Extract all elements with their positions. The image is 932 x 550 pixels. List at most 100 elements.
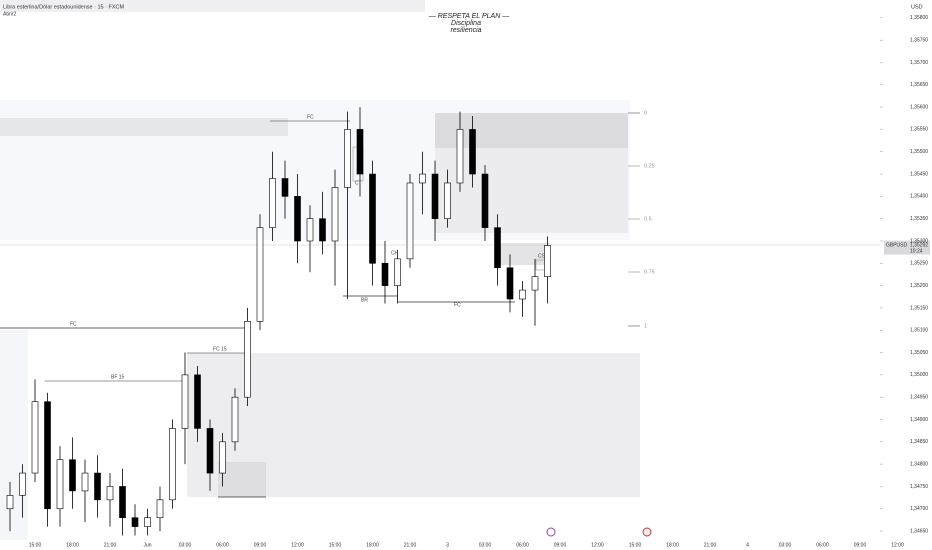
symbol: GBPUSD: [886, 242, 908, 248]
x-tick-label: 09:00: [854, 542, 867, 548]
x-tick-label: 18:00: [66, 542, 79, 548]
annotation: FC: [307, 114, 314, 120]
candle-body: [194, 374, 201, 429]
x-tick-label: 18:00: [366, 542, 379, 548]
y-tick-label: 1,34900: [910, 417, 928, 423]
event-icon[interactable]: [546, 527, 556, 537]
x-tick-label: 09:00: [554, 542, 567, 548]
fib-label: 0.75: [644, 269, 655, 275]
y-tick-label: 1,34850: [910, 439, 928, 445]
fib-label: 0: [644, 110, 647, 116]
candle-body: [106, 486, 114, 501]
x-tick-label: 06:00: [516, 542, 529, 548]
fib-label: 1: [644, 323, 647, 329]
candle-body: [256, 227, 264, 322]
fib-label: 0.25: [644, 163, 655, 169]
annotation: CH: [391, 250, 399, 256]
candle-body: [331, 187, 339, 242]
y-tick-label: 1,34650: [910, 528, 928, 534]
candle-body: [169, 428, 176, 501]
zone: [435, 113, 628, 148]
fib-label: 0.5: [644, 216, 652, 222]
x-tick-label: 03:00: [179, 542, 192, 548]
y-tick-label: 1,35200: [910, 283, 928, 289]
candle-body: [306, 218, 314, 242]
y-tick-label: 1,34700: [910, 506, 928, 512]
x-tick-label: 15:00: [329, 542, 342, 548]
x-tick-label: 4: [746, 542, 749, 548]
x-tick-label: 03:00: [479, 542, 492, 548]
y-tick-label: 1,35550: [910, 127, 928, 133]
candle-body: [119, 486, 126, 518]
candle-body: [219, 441, 226, 474]
candle-body: [206, 428, 214, 474]
y-tick-label: 1,34950: [910, 395, 928, 401]
candle-body: [244, 321, 251, 398]
annotation: BF 15: [111, 374, 125, 380]
header-strip: [0, 0, 425, 12]
candle-body: [156, 499, 164, 518]
candle-body: [181, 374, 189, 429]
candle-body: [144, 517, 151, 527]
y-tick-label: 1,35500: [910, 149, 928, 155]
y-tick-label: 1,34750: [910, 484, 928, 490]
x-tick-label: 12:00: [291, 542, 304, 548]
y-tick-label: 1,35650: [910, 82, 928, 88]
candle-body: [531, 276, 539, 291]
x-tick-label: 06:00: [816, 542, 829, 548]
candle-body: [319, 218, 326, 242]
y-tick-label: 1,35350: [910, 216, 928, 222]
candle-body: [369, 173, 376, 264]
candle-body: [19, 472, 26, 496]
chart-subtitle: Abrir2: [3, 11, 17, 17]
candle-body: [344, 129, 351, 188]
candle-body: [381, 263, 389, 286]
y-tick-label: 1,35450: [910, 171, 928, 177]
price-tag: [884, 240, 930, 255]
candle-body: [394, 258, 401, 286]
candle-body: [406, 182, 414, 260]
x-tick-label: 06:00: [216, 542, 229, 548]
y-tick-label: 1,35600: [910, 104, 928, 110]
x-tick-label: 21:00: [704, 542, 717, 548]
y-tick-label: 1,35000: [910, 372, 928, 378]
x-tick-label: 15:00: [629, 542, 642, 548]
y-tick-label: 1,35050: [910, 350, 928, 356]
annotation: CT: [355, 180, 362, 186]
event-icon[interactable]: [642, 527, 652, 537]
candle-body: [131, 517, 139, 527]
annotation: FC: [70, 321, 77, 327]
candle-body: [419, 173, 426, 184]
candle-body: [269, 178, 276, 228]
candle-body: [31, 401, 39, 474]
x-tick-label: 12:00: [591, 542, 604, 548]
candle-body: [494, 227, 501, 269]
y-tick-label: 1,35150: [910, 305, 928, 311]
y-tick-label: 1,35400: [910, 194, 928, 200]
x-tick-label: 15:00: [29, 542, 42, 548]
motto: — RESPETA EL PLAN —: [428, 13, 510, 20]
zone: [0, 330, 28, 540]
candle-body: [231, 396, 239, 443]
last-time: 10:24: [910, 248, 923, 254]
candle-body: [519, 289, 526, 300]
zone: [500, 243, 550, 265]
y-tick-label: 1,34800: [910, 461, 928, 467]
x-tick-label: 3: [446, 542, 449, 548]
x-tick-label: 09:00: [254, 542, 267, 548]
x-tick-label: 21:00: [404, 542, 417, 548]
x-tick-label: 21:00: [104, 542, 117, 548]
candle-body: [456, 129, 464, 184]
candle-body: [356, 129, 364, 175]
x-tick-label: 18:00: [666, 542, 679, 548]
zone: [0, 118, 288, 136]
y-tick-label: 1,35300: [910, 238, 928, 244]
candle-body: [81, 472, 89, 492]
candle-body: [69, 459, 76, 492]
x-tick-label: 03:00: [779, 542, 792, 548]
annotation: BR: [361, 297, 368, 303]
chart-title: Libra esterlina/Dólar estadounidense · 1…: [3, 4, 124, 10]
candle-body: [44, 401, 51, 510]
candle-body: [469, 129, 476, 175]
